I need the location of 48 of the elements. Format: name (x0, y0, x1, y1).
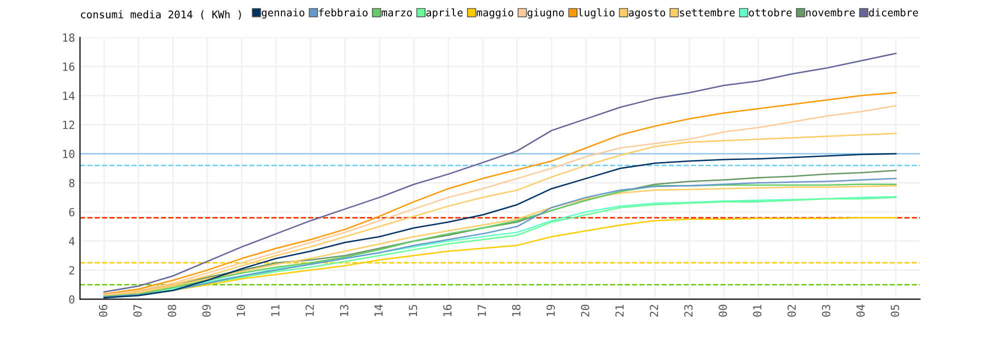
x-tick-label: 18 (512, 304, 520, 316)
x-tick-label: 22 (650, 305, 658, 317)
x-tick-label: 02 (787, 305, 796, 317)
x-tick-label: 13 (340, 304, 348, 316)
y-tick-label: 4 (69, 237, 75, 246)
y-tick-label: 8 (69, 178, 74, 188)
x-tick-label: 01 (753, 304, 762, 317)
legend-label: aprile (426, 8, 463, 18)
y-tick-label: 0 (69, 295, 74, 304)
y-tick-label: 16 (63, 62, 74, 71)
x-tick-label: 03 (822, 304, 830, 317)
legend-label: agosto (628, 8, 666, 19)
x-tick-label: 21 (615, 304, 624, 317)
y-tick-label: 12 (63, 120, 74, 129)
y-tick-label: 6 (69, 208, 74, 216)
x-tick-label: 16 (443, 304, 452, 316)
x-tick-label: 23 (684, 304, 693, 317)
legend-label: gennaio (262, 8, 304, 19)
x-tick-label: 15 (408, 304, 418, 316)
y-tick-label: 2 (69, 266, 74, 274)
x-tick-label: 09 (202, 304, 211, 317)
x-tick-label: 19 (546, 304, 555, 316)
legend-label: ottobre (749, 8, 792, 16)
x-tick-label: 06 (98, 304, 108, 317)
legend-label: dicembre (869, 8, 918, 16)
legend-label: settembre (680, 8, 735, 16)
legend-label: luglio (578, 8, 615, 19)
legend-label: giugno (528, 8, 564, 19)
y-tick-label: 14 (63, 92, 75, 100)
x-tick-label: 07 (133, 304, 142, 317)
legend-label: febbraio (319, 8, 368, 16)
x-tick-label: 04 (856, 304, 865, 317)
line-series (103, 52, 897, 293)
x-tick-label: 20 (580, 304, 590, 317)
y-tick-label: 18 (63, 33, 74, 42)
legend-label: marzo (382, 10, 412, 16)
legend-label: novembre (806, 8, 855, 16)
legend-label: maggio (476, 8, 514, 19)
x-tick-label: 00 (718, 304, 728, 317)
x-tick-label: 12 (306, 305, 314, 316)
x-tick-label: 05 (890, 304, 900, 317)
x-tick-label: 08 (168, 304, 176, 317)
x-tick-label: 17 (478, 304, 486, 316)
x-tick-label: 11 (271, 304, 280, 316)
x-tick-label: 14 (374, 304, 383, 316)
x-tick-label: 10 (236, 304, 246, 316)
chart-title: consumi media 2014 ( KWh ) (80, 10, 241, 20)
y-tick-label: 10 (63, 150, 74, 158)
